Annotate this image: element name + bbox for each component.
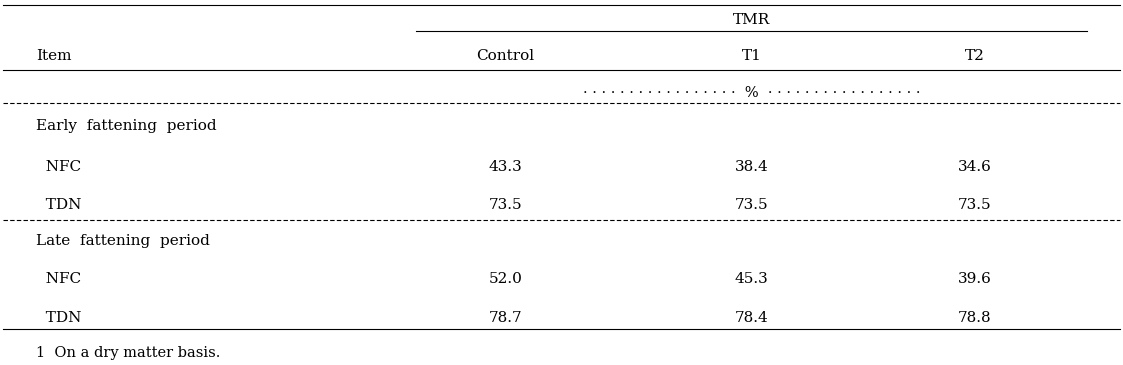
Text: 34.6: 34.6 [958, 160, 992, 174]
Text: NFC: NFC [36, 272, 82, 287]
Text: Late  fattening  period: Late fattening period [36, 234, 210, 247]
Text: 73.5: 73.5 [489, 199, 522, 212]
Text: 78.8: 78.8 [958, 311, 992, 325]
Text: TDN: TDN [36, 199, 82, 212]
Text: TDN: TDN [36, 311, 82, 325]
Text: · · · · · · · · · · · · · · · · ·  %  · · · · · · · · · · · · · · · · ·: · · · · · · · · · · · · · · · · · % · · … [583, 86, 920, 100]
Text: 73.5: 73.5 [958, 199, 992, 212]
Text: 73.5: 73.5 [734, 199, 768, 212]
Text: 38.4: 38.4 [734, 160, 768, 174]
Text: Control: Control [476, 49, 535, 63]
Text: 1  On a dry matter basis.: 1 On a dry matter basis. [36, 346, 221, 360]
Text: Item: Item [36, 49, 72, 63]
Text: T2: T2 [965, 49, 985, 63]
Text: T1: T1 [741, 49, 761, 63]
Text: 45.3: 45.3 [734, 272, 768, 287]
Text: Early  fattening  period: Early fattening period [36, 119, 217, 133]
Text: TMR: TMR [733, 14, 770, 27]
Text: 78.4: 78.4 [734, 311, 768, 325]
Text: 52.0: 52.0 [489, 272, 522, 287]
Text: 43.3: 43.3 [489, 160, 522, 174]
Text: NFC: NFC [36, 160, 82, 174]
Text: 78.7: 78.7 [489, 311, 522, 325]
Text: 39.6: 39.6 [958, 272, 992, 287]
